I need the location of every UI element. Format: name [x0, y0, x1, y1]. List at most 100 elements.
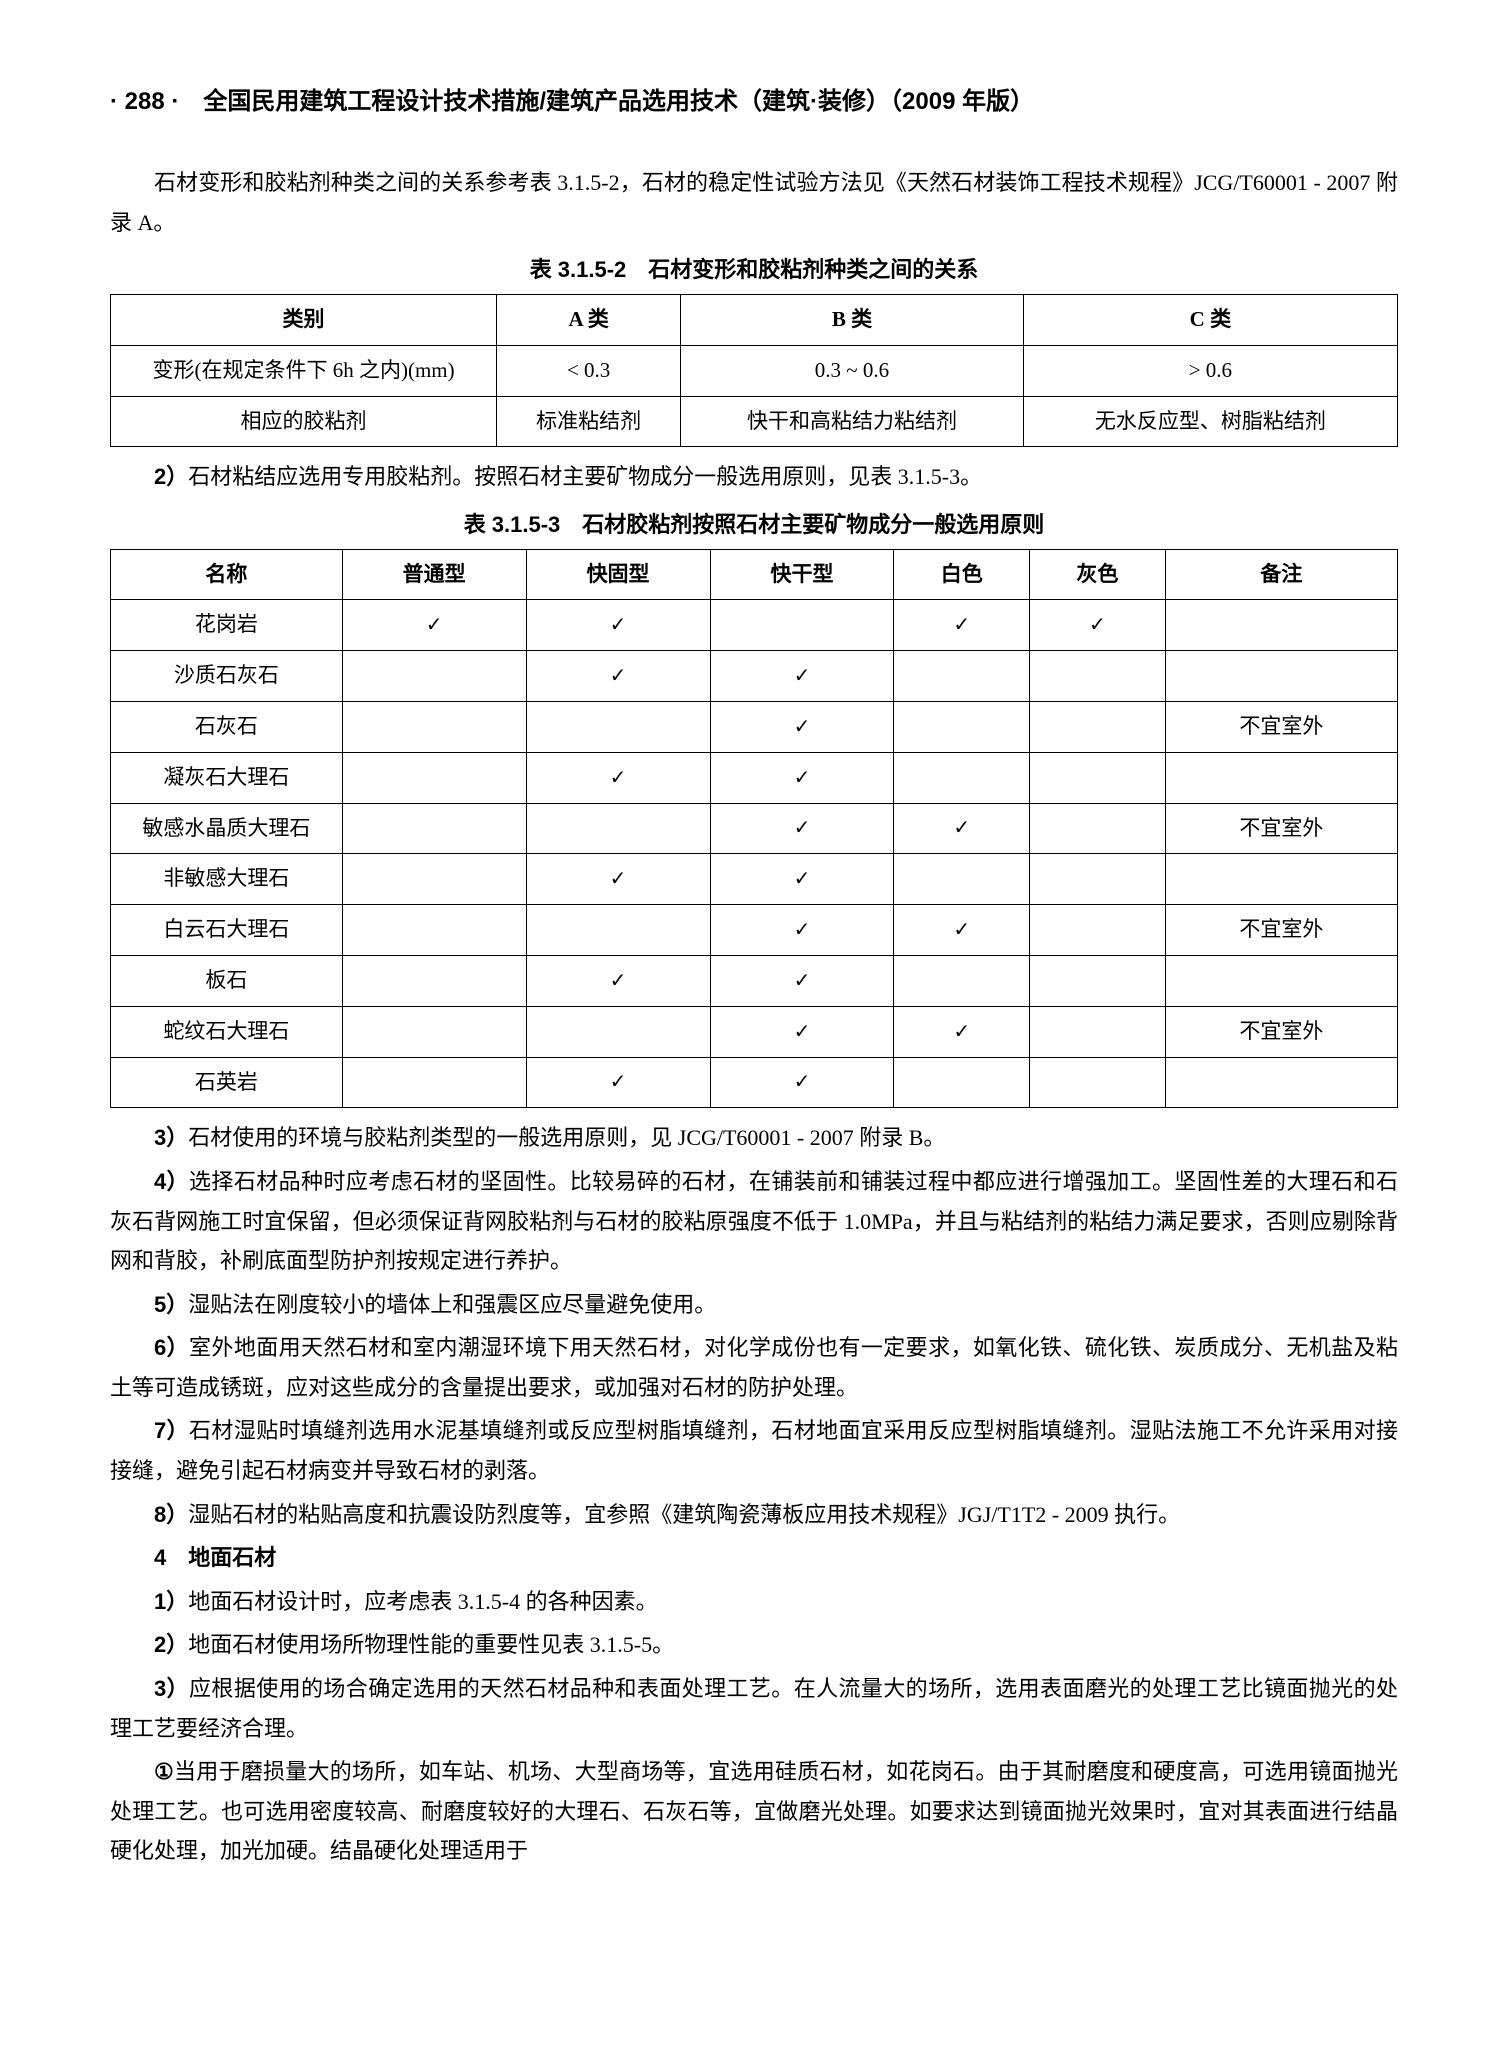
table-cell — [1165, 600, 1397, 651]
table-cell: ✓ — [710, 854, 894, 905]
table-cell — [342, 701, 526, 752]
table-row: 石英岩✓✓ — [111, 1057, 1398, 1108]
table-cell: ✓ — [710, 701, 894, 752]
section-label: 4 地面石材 — [154, 1545, 276, 1570]
table-header: 白色 — [894, 549, 1030, 600]
table-row: 石灰石✓不宜室外 — [111, 701, 1398, 752]
table-cell — [894, 701, 1030, 752]
table-cell — [1030, 651, 1166, 702]
table-row: 花岗岩✓✓✓✓ — [111, 600, 1398, 651]
table-cell — [710, 600, 894, 651]
table-cell: ✓ — [1030, 600, 1166, 651]
table-cell — [1030, 803, 1166, 854]
table-cell — [342, 651, 526, 702]
table-cell: ✓ — [710, 1006, 894, 1057]
table-header: 普通型 — [342, 549, 526, 600]
table-2: 名称普通型快固型快干型白色灰色备注 花岗岩✓✓✓✓沙质石灰石✓✓石灰石✓不宜室外… — [110, 549, 1398, 1109]
table-1: 类别 A 类 B 类 C 类 变形(在规定条件下 6h 之内)(mm) < 0.… — [110, 294, 1398, 447]
table-cell — [1030, 854, 1166, 905]
table-cell: ✓ — [710, 955, 894, 1006]
table-cell: > 0.6 — [1023, 345, 1397, 396]
table-cell — [342, 803, 526, 854]
table-cell — [342, 955, 526, 1006]
table-row: 名称普通型快固型快干型白色灰色备注 — [111, 549, 1398, 600]
table-cell — [1165, 854, 1397, 905]
paragraph-8: 8）湿贴石材的粘贴高度和抗震设防烈度等，宜参照《建筑陶瓷薄板应用技术规程》JGJ… — [110, 1495, 1398, 1535]
table-cell: 石灰石 — [111, 701, 343, 752]
table-cell — [1030, 955, 1166, 1006]
table-row: 板石✓✓ — [111, 955, 1398, 1006]
table-cell — [526, 905, 710, 956]
paragraph-10: 2）地面石材使用场所物理性能的重要性见表 3.1.5-5。 — [110, 1625, 1398, 1665]
paragraph-7: 7）石材湿贴时填缝剂选用水泥基填缝剂或反应型树脂填缝剂，石材地面宜采用反应型树脂… — [110, 1411, 1398, 1490]
paragraph-11: 3）应根据使用的场合确定选用的天然石材品种和表面处理工艺。在人流量大的场所，选用… — [110, 1669, 1398, 1748]
table-cell: ✓ — [894, 905, 1030, 956]
table-cell: ✓ — [710, 803, 894, 854]
table-cell — [1030, 1057, 1166, 1108]
table-cell: 无水反应型、树脂粘结剂 — [1023, 396, 1397, 447]
table-row: 敏感水晶质大理石 ✓✓ 不宜室外 — [111, 803, 1398, 854]
table-cell: ✓ — [342, 600, 526, 651]
paragraph-9: 1）地面石材设计时，应考虑表 3.1.5-4 的各种因素。 — [110, 1582, 1398, 1622]
table-cell: ✓ — [894, 1006, 1030, 1057]
table-cell — [1165, 752, 1397, 803]
page-header: · 288 · 全国民用建筑工程设计技术措施/建筑产品选用技术（建筑·装修）（2… — [110, 80, 1398, 123]
table-cell: 非敏感大理石 — [111, 854, 343, 905]
table-cell: ✓ — [894, 803, 1030, 854]
table-row: 白云石大理石✓✓不宜室外 — [111, 905, 1398, 956]
table-row: 变形(在规定条件下 6h 之内)(mm) < 0.3 0.3 ~ 0.6 > 0… — [111, 345, 1398, 396]
table-cell: 敏感水晶质大理石 — [111, 803, 343, 854]
table-cell: ✓ — [894, 600, 1030, 651]
table-cell — [342, 1006, 526, 1057]
table-cell — [342, 854, 526, 905]
table-cell — [342, 1057, 526, 1108]
table-cell — [894, 651, 1030, 702]
table-cell: 凝灰石大理石 — [111, 752, 343, 803]
table-cell — [526, 1006, 710, 1057]
table-cell: 快干和高粘结力粘结剂 — [681, 396, 1024, 447]
table-cell — [1165, 651, 1397, 702]
table-cell — [894, 955, 1030, 1006]
table-cell — [1165, 955, 1397, 1006]
table-row: 凝灰石大理石✓✓ — [111, 752, 1398, 803]
paragraph-6: 6）室外地面用天然石材和室内潮湿环境下用天然石材，对化学成份也有一定要求，如氧化… — [110, 1328, 1398, 1407]
table-row: 非敏感大理石 ✓✓ — [111, 854, 1398, 905]
table1-caption: 表 3.1.5-2 石材变形和胶粘剂种类之间的关系 — [110, 250, 1398, 290]
table-cell: 白云石大理石 — [111, 905, 343, 956]
table-cell: 不宜室外 — [1165, 803, 1397, 854]
table-cell: ✓ — [526, 600, 710, 651]
table-cell — [342, 905, 526, 956]
table-cell — [1030, 1006, 1166, 1057]
table-row: 相应的胶粘剂 标准粘结剂 快干和高粘结力粘结剂 无水反应型、树脂粘结剂 — [111, 396, 1398, 447]
table-cell: 板石 — [111, 955, 343, 1006]
table-header: 名称 — [111, 549, 343, 600]
paragraph-5: 5）湿贴法在刚度较小的墙体上和强震区应尽量避免使用。 — [110, 1285, 1398, 1325]
table-header: C 类 — [1023, 294, 1397, 345]
table2-caption: 表 3.1.5-3 石材胶粘剂按照石材主要矿物成分一般选用原则 — [110, 505, 1398, 545]
table-cell: 不宜室外 — [1165, 1006, 1397, 1057]
table-header: 备注 — [1165, 549, 1397, 600]
table-cell — [894, 1057, 1030, 1108]
table-cell: ✓ — [526, 752, 710, 803]
paragraph-1: 石材变形和胶粘剂种类之间的关系参考表 3.1.5-2，石材的稳定性试验方法见《天… — [110, 163, 1398, 242]
table-cell: 标准粘结剂 — [497, 396, 681, 447]
table-header: B 类 — [681, 294, 1024, 345]
table-cell: 蛇纹石大理石 — [111, 1006, 343, 1057]
paragraph-4: 4）选择石材品种时应考虑石材的坚固性。比较易碎的石材，在铺装前和铺装过程中都应进… — [110, 1162, 1398, 1281]
table-cell: 相应的胶粘剂 — [111, 396, 497, 447]
table-cell: ✓ — [526, 651, 710, 702]
table-cell — [1030, 905, 1166, 956]
table-cell: 沙质石灰石 — [111, 651, 343, 702]
table-cell: 不宜室外 — [1165, 905, 1397, 956]
table-header: 快固型 — [526, 549, 710, 600]
table-row: 沙质石灰石 ✓✓ — [111, 651, 1398, 702]
table-cell: ✓ — [526, 854, 710, 905]
paragraph-2: 2）石材粘结应选用专用胶粘剂。按照石材主要矿物成分一般选用原则，见表 3.1.5… — [110, 457, 1398, 497]
table-cell — [894, 854, 1030, 905]
table-cell: < 0.3 — [497, 345, 681, 396]
table-header: A 类 — [497, 294, 681, 345]
table-row: 类别 A 类 B 类 C 类 — [111, 294, 1398, 345]
table-cell — [1165, 1057, 1397, 1108]
table-cell: ✓ — [710, 651, 894, 702]
table-cell — [1030, 752, 1166, 803]
